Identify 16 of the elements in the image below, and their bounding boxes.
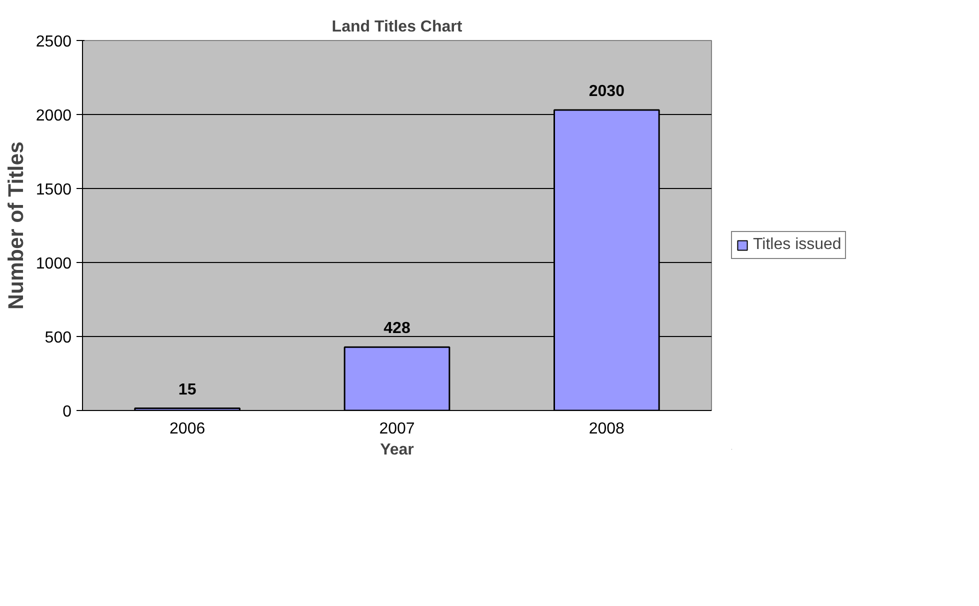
- chart-title: Land Titles Chart: [332, 18, 463, 36]
- x-tick-label: 2007: [379, 420, 415, 438]
- legend-label: Titles issued: [753, 236, 842, 254]
- x-tick-label: 2008: [588, 420, 625, 438]
- y-tick-label: 1500: [36, 182, 72, 198]
- y-tick-label: 1000: [36, 256, 72, 272]
- data-label: 2030: [588, 83, 625, 100]
- y-tick-label: 2000: [36, 108, 72, 124]
- y-axis-title: Number of Titles: [4, 142, 28, 310]
- x-axis-title: Year: [380, 442, 414, 458]
- y-tick-label: 2500: [36, 34, 72, 50]
- y-tick-label: 0: [62, 404, 72, 420]
- data-label: 428: [384, 320, 410, 338]
- y-tick-label: 500: [44, 330, 72, 346]
- data-label: 15: [178, 381, 196, 398]
- x-tick-label: 2006: [170, 420, 206, 438]
